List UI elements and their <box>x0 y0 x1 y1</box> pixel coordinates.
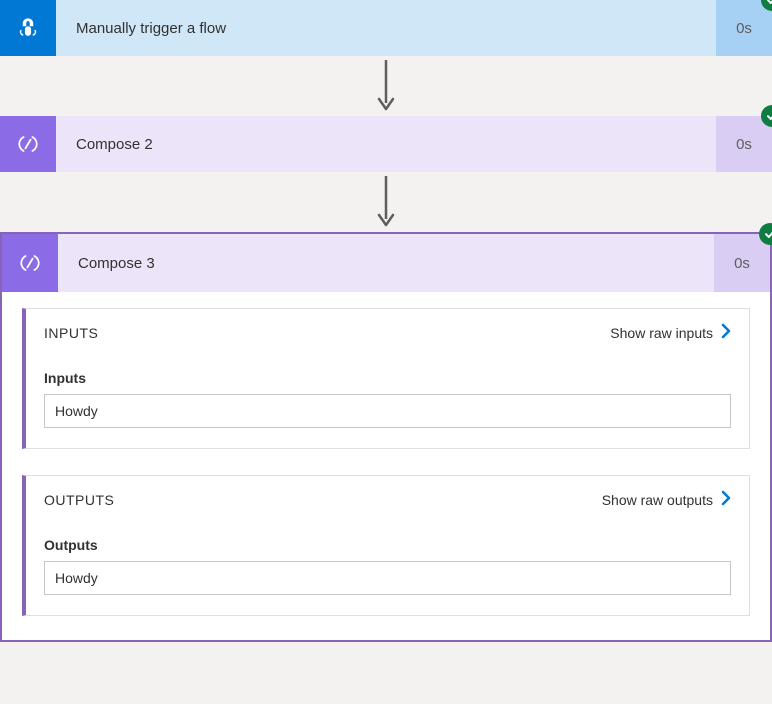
chevron-right-icon <box>721 323 731 342</box>
chevron-right-icon <box>721 490 731 509</box>
panel-header: OUTPUTS Show raw outputs <box>26 476 749 523</box>
trigger-icon <box>0 0 56 56</box>
step-title: Manually trigger a flow <box>56 0 716 56</box>
outputs-panel: OUTPUTS Show raw outputs Outputs Howdy <box>22 475 750 616</box>
step-duration: 0s <box>716 0 772 56</box>
step-trigger[interactable]: Manually trigger a flow 0s <box>0 0 772 56</box>
connector-arrow <box>0 172 772 232</box>
step-duration: 0s <box>714 234 770 292</box>
panel-title: OUTPUTS <box>44 492 602 508</box>
inputs-value: Howdy <box>44 394 731 428</box>
step-title: Compose 2 <box>56 116 716 172</box>
step-header[interactable]: Compose 3 0s <box>2 234 770 292</box>
link-text: Show raw outputs <box>602 492 713 508</box>
step-header[interactable]: Manually trigger a flow 0s <box>0 0 772 56</box>
panel-header: INPUTS Show raw inputs <box>26 309 749 356</box>
compose-icon <box>2 234 58 292</box>
panel-body: Inputs Howdy <box>26 356 749 448</box>
step-body: INPUTS Show raw inputs Inputs Howdy O <box>2 292 770 640</box>
panel-body: Outputs Howdy <box>26 523 749 615</box>
step-compose-3[interactable]: Compose 3 0s INPUTS Show raw inputs <box>0 232 772 642</box>
step-title: Compose 3 <box>58 234 714 292</box>
show-raw-outputs-link[interactable]: Show raw outputs <box>602 490 731 509</box>
step-header[interactable]: Compose 2 0s <box>0 116 772 172</box>
link-text: Show raw inputs <box>610 325 713 341</box>
panel-title: INPUTS <box>44 325 610 341</box>
show-raw-inputs-link[interactable]: Show raw inputs <box>610 323 731 342</box>
step-compose-2[interactable]: Compose 2 0s <box>0 116 772 172</box>
outputs-value: Howdy <box>44 561 731 595</box>
field-label: Outputs <box>44 537 731 553</box>
compose-icon <box>0 116 56 172</box>
connector-arrow <box>0 56 772 116</box>
field-label: Inputs <box>44 370 731 386</box>
step-duration: 0s <box>716 116 772 172</box>
inputs-panel: INPUTS Show raw inputs Inputs Howdy <box>22 308 750 449</box>
